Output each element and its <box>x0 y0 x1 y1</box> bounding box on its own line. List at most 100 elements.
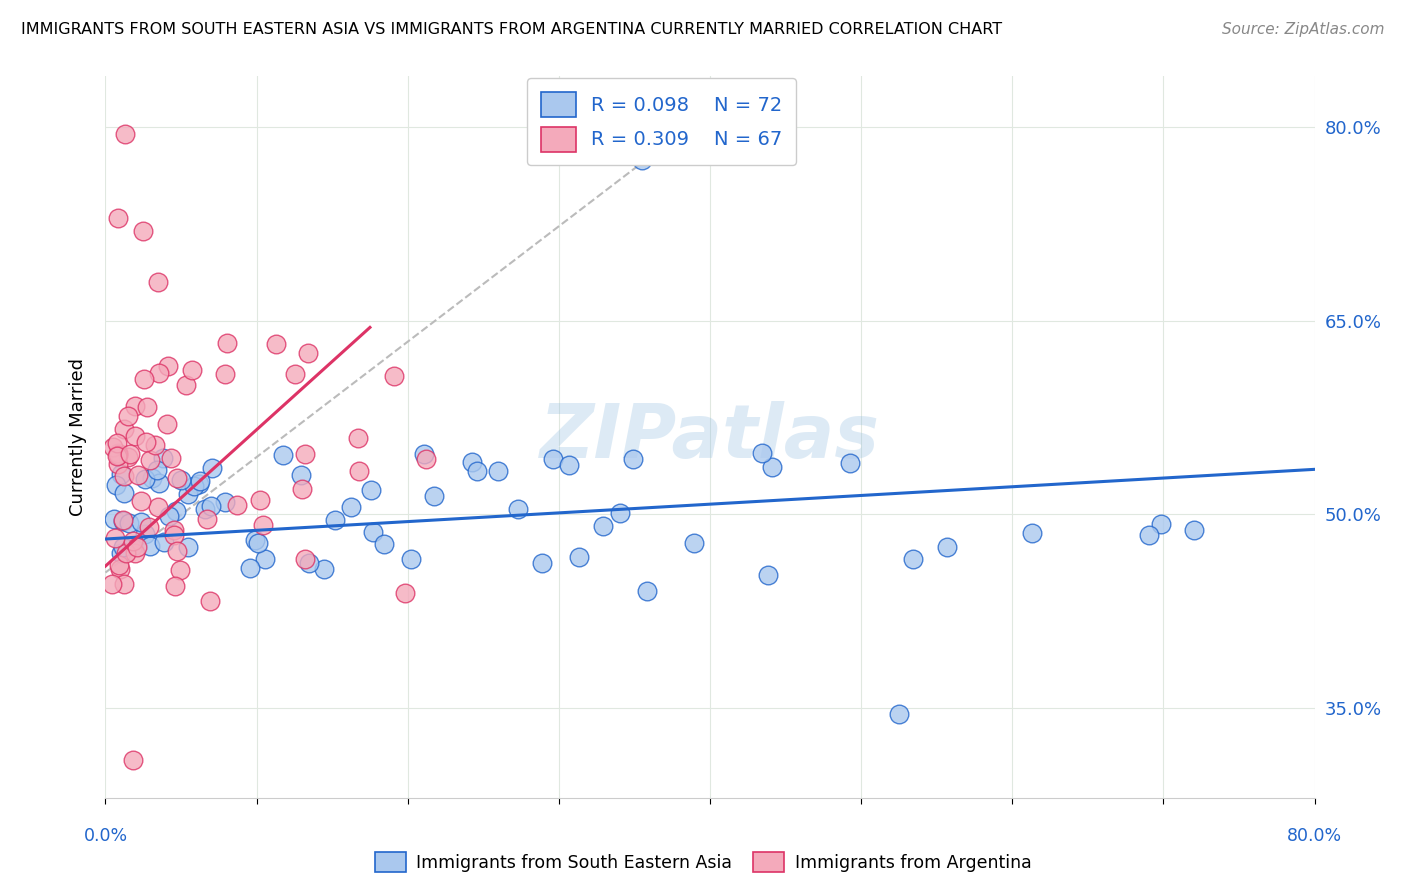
Point <box>683 535 706 549</box>
Text: ZIPatlas: ZIPatlas <box>540 401 880 474</box>
Point <box>214 494 236 508</box>
Point <box>399 552 422 566</box>
Point <box>291 482 314 496</box>
Point <box>134 472 156 486</box>
Point <box>132 224 155 238</box>
Point <box>104 531 127 545</box>
Point <box>107 446 129 460</box>
Point <box>110 467 132 482</box>
Point <box>592 518 614 533</box>
Point <box>197 512 219 526</box>
Point <box>107 211 129 225</box>
Point <box>163 579 186 593</box>
Point <box>117 409 139 423</box>
Point <box>323 513 346 527</box>
Point <box>139 453 162 467</box>
Point <box>901 551 924 566</box>
Point <box>129 515 152 529</box>
Point <box>153 535 176 549</box>
Point <box>170 473 193 487</box>
Point <box>177 487 200 501</box>
Point <box>347 431 370 445</box>
Point <box>174 377 197 392</box>
Point <box>124 429 146 443</box>
Point <box>156 417 179 431</box>
Point <box>121 539 143 553</box>
Point <box>1021 526 1043 541</box>
Point <box>122 533 145 548</box>
Text: 0.0%: 0.0% <box>83 827 128 845</box>
Point <box>111 514 134 528</box>
Point <box>214 368 236 382</box>
Point <box>125 540 148 554</box>
Point <box>132 372 155 386</box>
Point <box>461 455 484 469</box>
Point <box>217 335 239 350</box>
Point <box>163 524 186 538</box>
Point <box>110 546 132 560</box>
Point <box>166 543 188 558</box>
Point <box>349 464 371 478</box>
Point <box>198 593 221 607</box>
Point <box>101 440 124 454</box>
Point <box>284 367 307 381</box>
Point <box>243 533 266 548</box>
Point <box>558 458 581 473</box>
Point <box>253 551 276 566</box>
Point <box>152 450 174 465</box>
Point <box>107 448 129 462</box>
Point <box>165 504 187 518</box>
Text: IMMIGRANTS FROM SOUTH EASTERN ASIA VS IMMIGRANTS FROM ARGENTINA CURRENTLY MARRIE: IMMIGRANTS FROM SOUTH EASTERN ASIA VS IM… <box>21 22 1002 37</box>
Point <box>177 541 200 555</box>
Point <box>1137 528 1160 542</box>
Point <box>139 539 162 553</box>
Text: 80.0%: 80.0% <box>1286 827 1343 845</box>
Legend: R = 0.098    N = 72, R = 0.309    N = 67: R = 0.098 N = 72, R = 0.309 N = 67 <box>527 78 796 165</box>
Point <box>756 567 779 582</box>
Point <box>118 447 141 461</box>
Point <box>143 438 166 452</box>
Point <box>887 707 910 722</box>
Point <box>394 585 416 599</box>
Point <box>290 468 312 483</box>
Point <box>373 537 395 551</box>
Point <box>194 501 217 516</box>
Point <box>568 549 591 564</box>
Point <box>103 511 125 525</box>
Point <box>361 524 384 539</box>
Point <box>136 401 159 415</box>
Point <box>340 500 363 514</box>
Point <box>157 359 180 373</box>
Point <box>252 518 274 533</box>
Point <box>114 127 136 141</box>
Point <box>201 461 224 475</box>
Point <box>382 369 405 384</box>
Point <box>121 753 143 767</box>
Point <box>134 527 156 541</box>
Point <box>247 536 270 550</box>
Legend: Immigrants from South Eastern Asia, Immigrants from Argentina: Immigrants from South Eastern Asia, Immi… <box>367 845 1039 879</box>
Point <box>187 477 209 491</box>
Point <box>631 153 654 167</box>
Point <box>112 486 135 500</box>
Y-axis label: Currently Married: Currently Married <box>69 358 87 516</box>
Point <box>118 516 141 530</box>
Point <box>138 519 160 533</box>
Point <box>127 468 149 483</box>
Point <box>465 464 488 478</box>
Point <box>360 483 382 498</box>
Point <box>157 508 180 523</box>
Point <box>112 513 135 527</box>
Point <box>166 470 188 484</box>
Point <box>105 449 128 463</box>
Point <box>297 346 319 360</box>
Point <box>163 528 186 542</box>
Point <box>1150 517 1173 532</box>
Point <box>751 446 773 460</box>
Point <box>110 561 132 575</box>
Point <box>111 540 134 554</box>
Point <box>141 471 163 485</box>
Point <box>543 451 565 466</box>
Point <box>146 463 169 477</box>
Point <box>200 499 222 513</box>
